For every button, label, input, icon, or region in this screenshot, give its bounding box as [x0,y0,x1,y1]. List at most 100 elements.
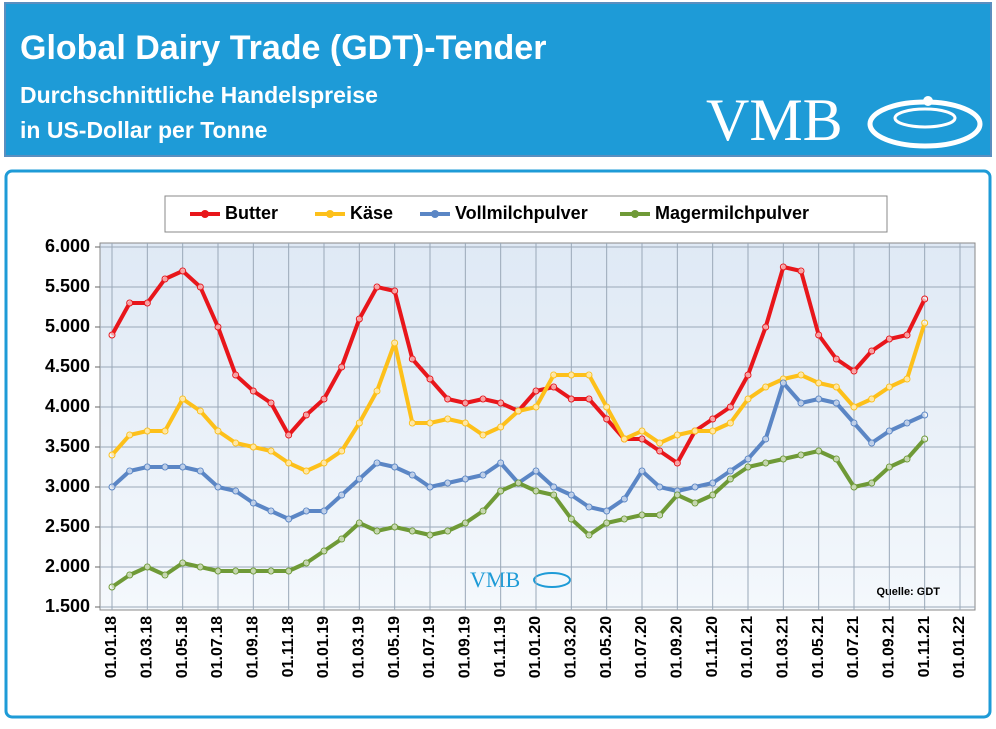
data-point [391,463,399,471]
data-point [726,467,734,475]
data-point [585,371,593,379]
data-point [850,403,858,411]
data-point [885,463,893,471]
data-point [744,455,752,463]
x-tick-label: 01.01.18 [103,616,120,678]
data-point [143,563,151,571]
data-point [673,491,681,499]
source-note: Quelle: GDT [876,586,940,598]
data-point [532,403,540,411]
data-point [656,483,664,491]
x-tick-label: 01.01.22 [951,616,968,678]
data-point [408,527,416,535]
x-tick-label: 01.05.18 [174,616,191,678]
watermark: VMB [470,567,520,592]
data-point [444,415,452,423]
logo-text: VMB [706,87,843,153]
x-tick-label: 01.11.19 [492,616,509,678]
data-point [868,479,876,487]
data-point [143,427,151,435]
data-point [797,267,805,275]
x-tick-label: 01.09.20 [669,616,686,678]
legend-box [164,195,888,233]
data-point [691,427,699,435]
data-point [903,331,911,339]
data-point [126,571,134,579]
x-tick-label: 01.11.20 [704,616,721,678]
data-point [497,487,505,495]
data-point [249,443,257,451]
x-tick-label: 01.11.21 [916,616,933,678]
data-point [408,419,416,427]
data-point [426,483,434,491]
data-point [302,467,310,475]
data-point [179,395,187,403]
data-point [797,371,805,379]
y-tick-label: 4.000 [45,396,90,416]
data-point [868,439,876,447]
data-point [532,387,540,395]
data-point [338,447,346,455]
data-point [108,451,116,459]
x-tick-label: 01.09.21 [881,616,898,678]
data-point [797,399,805,407]
data-point [850,483,858,491]
data-point [320,395,328,403]
data-point [514,479,522,487]
data-point [921,319,929,327]
data-point [514,407,522,415]
data-point [338,535,346,543]
data-point [762,323,770,331]
data-point [426,375,434,383]
data-point [709,415,717,423]
data-point [532,487,540,495]
data-point [267,507,275,515]
data-point [373,459,381,467]
legend-label: Käse [350,203,393,223]
data-point [179,559,187,567]
data-point [585,531,593,539]
data-point [550,483,558,491]
data-point [108,583,116,591]
data-point [444,527,452,535]
data-point [338,363,346,371]
data-point [373,387,381,395]
legend-marker [431,210,439,218]
data-point [550,371,558,379]
data-point [885,335,893,343]
x-tick-label: 01.07.18 [209,616,226,678]
header-subtitle: in US-Dollar per Tonne [20,117,267,143]
data-point [232,567,240,575]
data-point [656,439,664,447]
data-point [868,347,876,355]
data-point [903,375,911,383]
data-point [885,427,893,435]
data-point [762,459,770,467]
data-point [161,571,169,579]
data-point [320,547,328,555]
data-point [444,395,452,403]
data-point [373,527,381,535]
data-point [797,451,805,459]
data-point [479,507,487,515]
y-tick-label: 4.500 [45,356,90,376]
data-point [673,459,681,467]
data-point [285,431,293,439]
data-point [214,567,222,575]
y-tick-label: 1.500 [45,596,90,616]
data-point [126,431,134,439]
data-point [302,411,310,419]
y-tick-label: 2.000 [45,556,90,576]
legend-label: Butter [225,203,278,223]
data-point [656,447,664,455]
data-point [620,515,628,523]
data-point [585,395,593,403]
data-point [179,267,187,275]
data-point [143,299,151,307]
data-point [850,419,858,427]
logo-icon [893,107,957,129]
data-point [497,459,505,467]
data-point [143,463,151,471]
x-tick-label: 01.11.18 [280,616,297,678]
data-point [779,263,787,271]
